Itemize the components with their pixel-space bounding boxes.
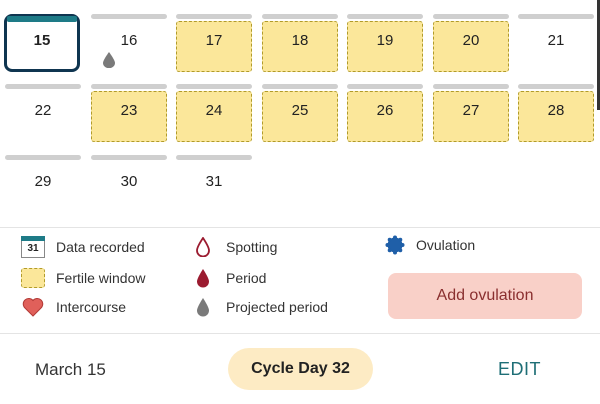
calendar-icon: 31	[20, 236, 46, 258]
day-number: 15	[33, 32, 51, 49]
day-cell-22[interactable]: 22	[5, 84, 81, 142]
day-cell-16[interactable]: 16	[91, 14, 167, 72]
legend-label: Period	[226, 270, 267, 286]
fertile-box	[347, 91, 423, 142]
fertile-box	[176, 21, 252, 72]
day-number: 25	[291, 102, 309, 119]
day-top-bar	[518, 84, 594, 89]
day-cell-26[interactable]: 26	[347, 84, 423, 142]
day-cell-27[interactable]: 27	[433, 84, 509, 142]
day-top-bar	[347, 84, 423, 89]
legend-label: Spotting	[226, 239, 278, 255]
day-cell-19[interactable]: 19	[347, 14, 423, 72]
day-top-bar	[518, 14, 594, 19]
legend-label: Data recorded	[56, 239, 145, 255]
day-top-bar	[176, 84, 252, 89]
day-top-bar	[262, 84, 338, 89]
day-number: 21	[547, 32, 565, 49]
day-number: 23	[120, 102, 138, 119]
day-top-bar	[176, 14, 252, 19]
legend-label: Fertile window	[56, 270, 146, 286]
day-cell-30[interactable]: 30	[91, 155, 167, 213]
calendar-grid: 15 16 17 18 19 20 21 22 23	[4, 14, 594, 213]
ovulation-icon	[384, 234, 406, 256]
edit-button[interactable]: EDIT	[498, 359, 542, 379]
heart-icon	[20, 296, 46, 318]
cycle-day-badge: Cycle Day 32	[228, 348, 373, 390]
period-drop-icon	[190, 267, 216, 289]
legend-fertile-window: Fertile window	[20, 267, 145, 289]
day-cell-15[interactable]: 15	[4, 14, 80, 72]
day-number: 26	[376, 102, 394, 119]
day-cell-21[interactable]: 21	[518, 14, 594, 72]
day-number: 17	[205, 32, 223, 49]
day-number: 19	[376, 32, 394, 49]
legend-top-divider	[0, 227, 600, 228]
day-number: 18	[291, 32, 309, 49]
day-number: 30	[120, 173, 138, 190]
day-cell-20[interactable]: 20	[433, 14, 509, 72]
day-number: 24	[205, 102, 223, 119]
fertile-window-icon	[20, 267, 46, 289]
legend-label: Intercourse	[56, 299, 127, 315]
day-top-bar	[176, 155, 252, 160]
day-top-bar	[91, 155, 167, 160]
fertile-box	[347, 21, 423, 72]
fertile-box	[176, 91, 252, 142]
legend-label: Ovulation	[416, 237, 476, 253]
day-top-bar	[262, 14, 338, 19]
day-number: 29	[34, 173, 52, 190]
day-cell-17[interactable]: 17	[176, 14, 252, 72]
today-highlight	[4, 14, 80, 72]
day-cell-28[interactable]: 28	[518, 84, 594, 142]
day-cell-29[interactable]: 29	[5, 155, 81, 213]
day-number: 27	[462, 102, 480, 119]
fertile-box	[433, 91, 509, 142]
legend-spotting: Spotting	[190, 236, 277, 258]
legend-label: Projected period	[226, 299, 328, 315]
day-cell-31[interactable]: 31	[176, 155, 252, 213]
legend-period: Period	[190, 267, 266, 289]
legend-ovulation: Ovulation	[384, 234, 475, 256]
projected-period-drop-icon	[103, 52, 115, 68]
fertile-box	[262, 21, 338, 72]
fertile-box	[433, 21, 509, 72]
day-top-bar	[5, 84, 81, 89]
fertile-box	[262, 91, 338, 142]
data-recorded-bar	[7, 16, 77, 22]
scrollbar[interactable]	[597, 0, 600, 110]
day-number: 31	[205, 173, 223, 190]
day-cell-18[interactable]: 18	[262, 14, 338, 72]
day-number: 16	[120, 32, 138, 49]
add-ovulation-button[interactable]: Add ovulation	[388, 273, 582, 319]
legend-data-recorded: 31 Data recorded	[20, 236, 145, 258]
footer-top-divider	[0, 333, 600, 334]
day-cell-25[interactable]: 25	[262, 84, 338, 142]
selected-date: March 15	[35, 360, 106, 379]
day-top-bar	[91, 14, 167, 19]
day-cell-23[interactable]: 23	[91, 84, 167, 142]
fertile-box	[518, 91, 594, 142]
day-number: 22	[34, 102, 52, 119]
projected-period-drop-icon	[190, 296, 216, 318]
day-number: 20	[462, 32, 480, 49]
legend-intercourse: Intercourse	[20, 296, 126, 318]
day-number: 28	[547, 102, 565, 119]
legend-projected-period: Projected period	[190, 296, 328, 318]
day-top-bar	[91, 84, 167, 89]
day-cell-24[interactable]: 24	[176, 84, 252, 142]
spotting-drop-outline-icon	[190, 236, 216, 258]
fertile-box	[91, 91, 167, 142]
day-top-bar	[433, 14, 509, 19]
day-top-bar	[5, 155, 81, 160]
day-top-bar	[433, 84, 509, 89]
day-top-bar	[347, 14, 423, 19]
